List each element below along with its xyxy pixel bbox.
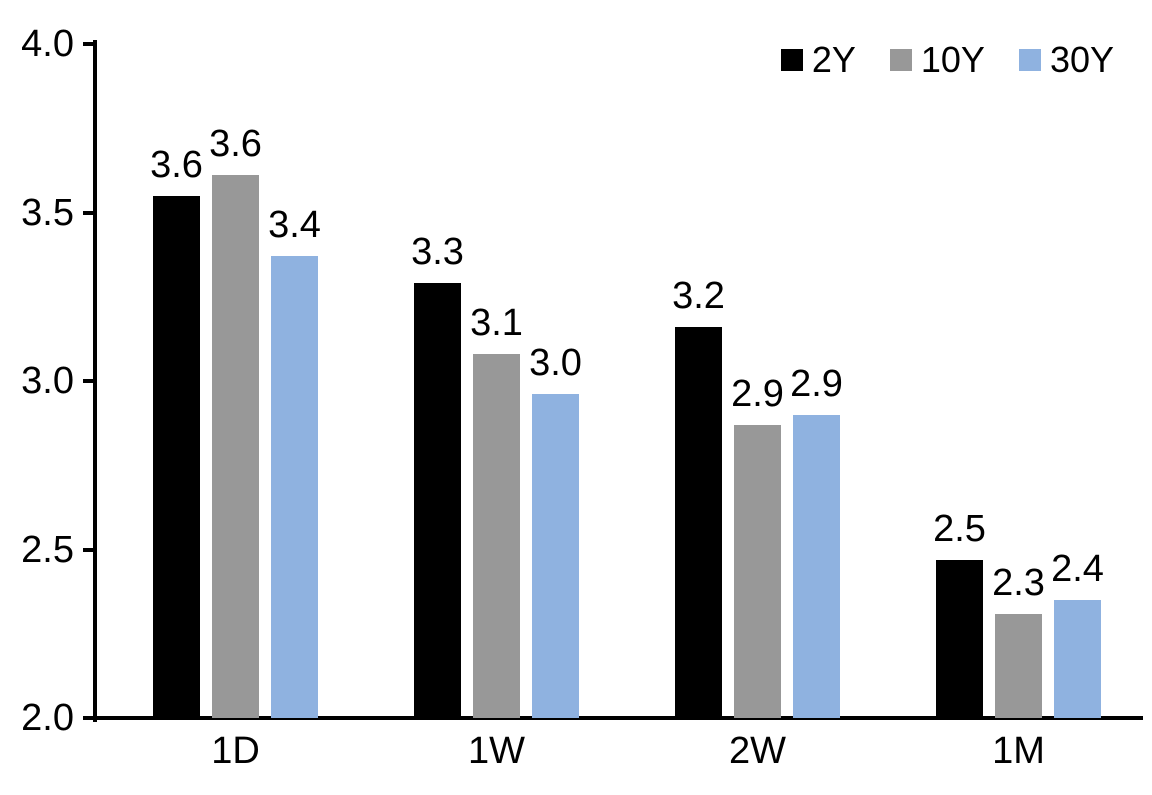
legend-item: 2Y xyxy=(780,39,856,80)
y-axis-tick xyxy=(83,210,93,215)
legend-label: 30Y xyxy=(1049,39,1114,80)
x-category-label: 1D xyxy=(211,730,260,772)
bar-value-label: 3.4 xyxy=(268,204,321,247)
bar xyxy=(153,195,200,718)
bar-value-label: 2.9 xyxy=(790,362,843,405)
bar-value-label: 2.3 xyxy=(992,561,1045,604)
x-category-label: 1W xyxy=(468,730,525,772)
y-tick-label: 3.5 xyxy=(21,191,74,234)
y-axis-tick xyxy=(83,716,93,720)
legend-item: 30Y xyxy=(1018,39,1114,80)
legend-swatch-icon xyxy=(889,49,912,71)
legend-item: 10Y xyxy=(889,39,985,80)
bar xyxy=(212,175,259,718)
bar-value-label: 3.3 xyxy=(411,231,464,274)
bar xyxy=(936,559,983,718)
bar xyxy=(532,394,579,718)
bar-value-label: 3.6 xyxy=(209,123,262,166)
x-axis-line xyxy=(93,716,1143,720)
bar-value-label: 3.0 xyxy=(529,342,582,385)
y-tick-label: 3.0 xyxy=(21,360,74,402)
bar-value-label: 2.5 xyxy=(933,507,986,550)
bar-value-label: 3.1 xyxy=(470,302,523,345)
bar xyxy=(1054,600,1101,718)
bar-value-label: 2.4 xyxy=(1051,548,1104,591)
bar xyxy=(995,613,1042,718)
y-axis-tick xyxy=(83,547,93,552)
y-tick-label: 2.0 xyxy=(21,697,74,739)
bar-value-label: 2.9 xyxy=(731,372,784,415)
bar xyxy=(473,354,520,718)
y-axis-tick xyxy=(83,42,93,46)
bar-value-label: 3.6 xyxy=(150,143,203,186)
legend-label: 2Y xyxy=(811,39,856,80)
bar xyxy=(793,414,840,718)
bar-value-label: 3.2 xyxy=(672,275,725,318)
y-axis-line xyxy=(93,40,97,722)
bar xyxy=(271,256,318,718)
y-tick-label: 2.5 xyxy=(21,528,74,571)
x-category-label: 1M xyxy=(992,730,1045,772)
legend: 2Y 10Y 30Y xyxy=(780,39,1114,80)
legend-swatch-icon xyxy=(1018,49,1041,71)
x-category-label: 2W xyxy=(729,730,786,772)
y-axis-tick xyxy=(83,379,93,383)
legend-swatch-icon xyxy=(780,49,803,71)
bar xyxy=(734,424,781,718)
y-tick-label: 4.0 xyxy=(21,23,74,65)
bar xyxy=(675,327,722,718)
bar xyxy=(414,283,461,718)
legend-label: 10Y xyxy=(920,39,985,80)
